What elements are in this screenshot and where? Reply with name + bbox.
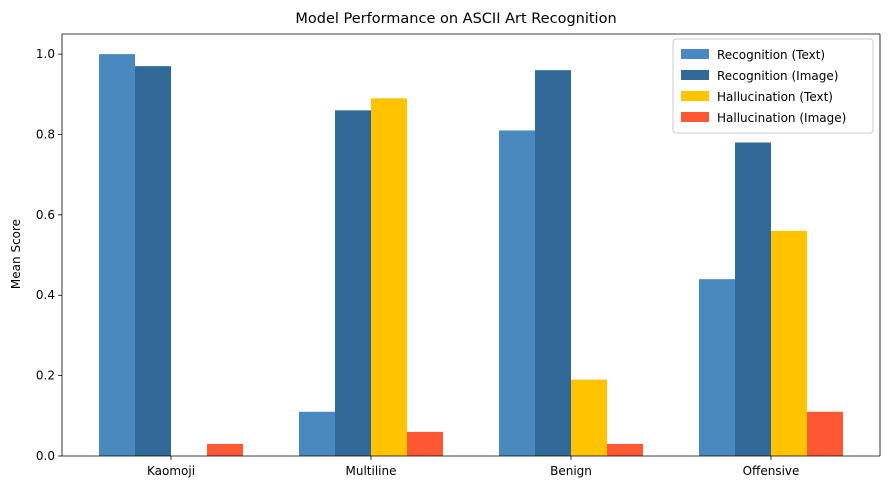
legend-swatch [681,112,709,122]
bar-recognition-text-offensive [699,279,735,456]
x-tick-label: Multiline [346,464,397,478]
y-tick-label: 0.6 [36,208,55,222]
legend-label: Hallucination (Image) [717,111,846,125]
legend-label: Recognition (Text) [717,48,825,62]
bar-recognition-text-kaomoji [99,54,135,456]
bar-hallucination-image-multiline [407,431,443,456]
y-axis-label: Mean Score [9,219,23,289]
legend-swatch [681,91,709,101]
bar-hallucination-image-offensive [807,411,843,456]
chart-title: Model Performance on ASCII Art Recogniti… [295,11,616,27]
axes-layer: 0.0 0.2 0.4 0.6 0.8 1.0 Kaomoji Multiline Benign… [36,33,881,478]
bar-hallucination-text-offensive [771,230,807,456]
legend-swatch [681,49,709,59]
bars-layer [99,54,843,457]
legend: Recognition (Text) Recognition (Image) Hal… [672,38,874,134]
x-tick-label: Offensive [743,464,800,478]
x-tick-label: Benign [550,464,592,478]
y-tick-label: 0.8 [36,127,55,141]
x-tick-label: Kaomoji [147,464,195,478]
bar-recognition-text-multiline [299,411,335,456]
y-tick-label: 1.0 [36,47,55,61]
bar-recognition-text-benign [499,130,535,456]
legend-box [672,38,874,134]
bar-hallucination-text-multiline [371,98,407,457]
legend-label: Hallucination (Text) [717,90,833,104]
bar-hallucination-image-kaomoji [207,443,243,456]
legend-swatch [681,70,709,80]
bar-hallucination-image-benign [607,443,643,456]
y-tick-label: 0.2 [36,369,55,383]
bar-recognition-image-multiline [335,110,371,456]
y-tick-label: 0.4 [36,288,55,302]
y-tick-label: 0.0 [36,449,55,463]
bar-recognition-image-benign [535,70,571,457]
bar-recognition-image-kaomoji [135,66,171,457]
legend-label: Recognition (Image) [717,69,838,83]
bar-recognition-image-offensive [735,142,771,456]
bar-hallucination-text-benign [571,379,607,456]
